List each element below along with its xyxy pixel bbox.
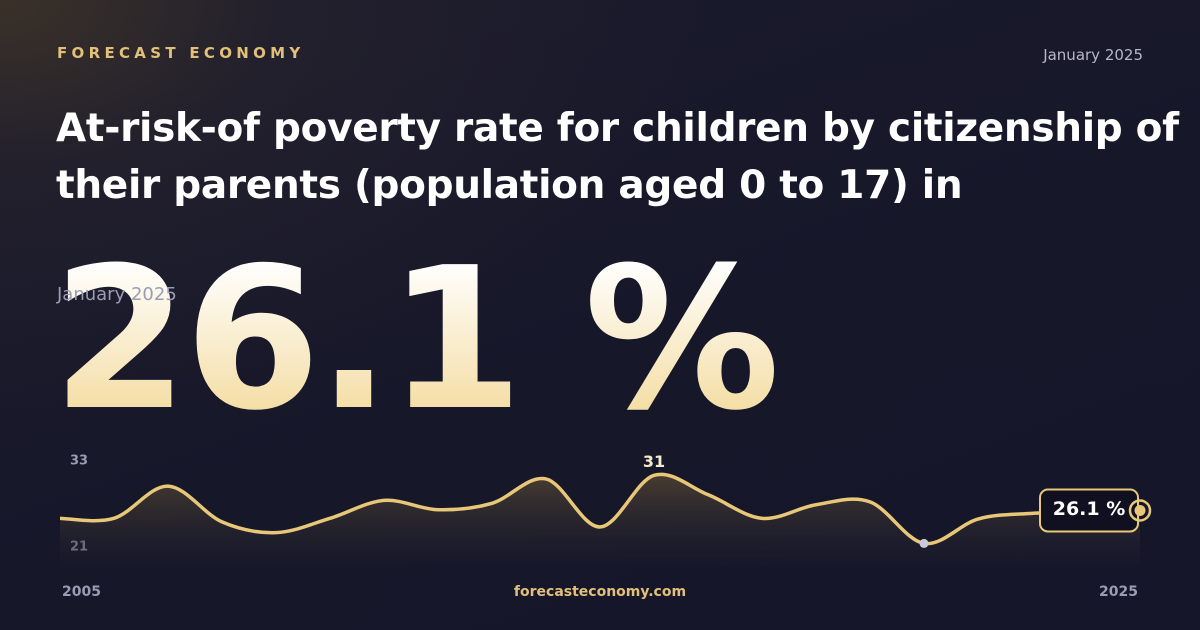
brand: FORECAST ECONOMY: [57, 44, 305, 62]
area: [60, 474, 1140, 565]
headline: 26.1 %: [52, 226, 780, 454]
end-point-ring: [1128, 499, 1152, 522]
y-tick-label: 33: [70, 454, 88, 469]
x-tick-label: 2025: [1099, 584, 1138, 600]
x-tick-label: 2005: [62, 584, 101, 600]
headline-date: January 2025: [57, 284, 177, 305]
date: January 2025: [1043, 46, 1143, 64]
value-label: 26.1 %: [1053, 498, 1126, 520]
end-point: [1134, 504, 1146, 516]
chart-title: At-risk-of poverty rate for children by …: [56, 106, 1179, 208]
line: [59, 472, 1141, 546]
value-label: 31: [643, 452, 665, 471]
site: forecasteconomy.com: [514, 584, 686, 600]
min-point: [919, 538, 929, 548]
